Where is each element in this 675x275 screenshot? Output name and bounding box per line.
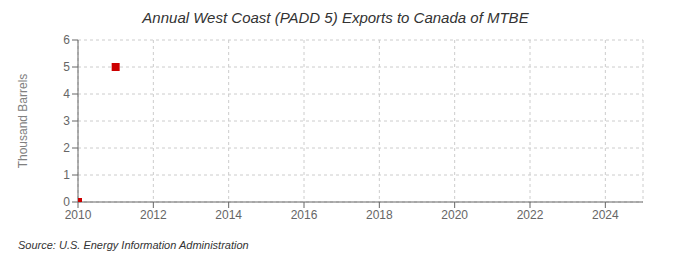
svg-text:2022: 2022 [517, 208, 544, 222]
svg-text:5: 5 [63, 60, 70, 74]
svg-text:2020: 2020 [441, 208, 468, 222]
svg-text:0: 0 [63, 195, 70, 209]
svg-text:Thousand Barrels: Thousand Barrels [16, 74, 30, 169]
svg-text:4: 4 [63, 87, 70, 101]
svg-text:2012: 2012 [140, 208, 167, 222]
svg-text:2018: 2018 [366, 208, 393, 222]
svg-text:6: 6 [63, 33, 70, 47]
svg-text:2: 2 [63, 141, 70, 155]
svg-text:1: 1 [63, 168, 70, 182]
svg-text:2024: 2024 [592, 208, 619, 222]
svg-text:3: 3 [63, 114, 70, 128]
svg-text:2016: 2016 [291, 208, 318, 222]
html-text:Source: U.S. Energy Informatio: Source: U.S. Energy Information Administ… [18, 239, 249, 251]
svg-text:2014: 2014 [215, 208, 242, 222]
html-text:Annual West Coast (PADD 5) Exp: Annual West Coast (PADD 5) Exports to Ca… [142, 9, 529, 26]
svg-text:2010: 2010 [65, 208, 92, 222]
